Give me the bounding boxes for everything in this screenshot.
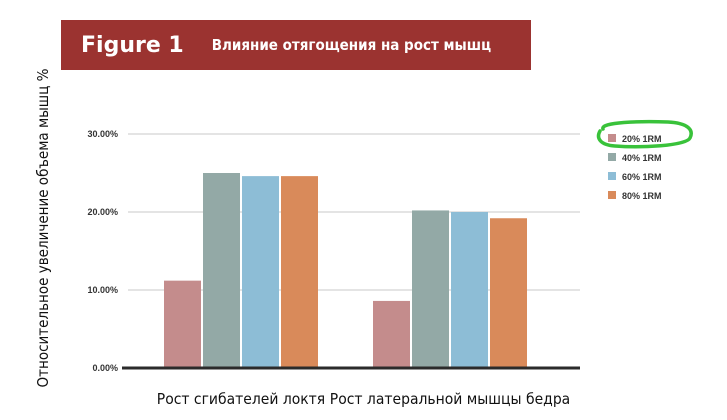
legend-highlight-circle	[596, 119, 693, 149]
legend-swatch	[608, 172, 616, 180]
y-tick-label: 10.00%	[87, 285, 118, 295]
legend-label: 80% 1RM	[622, 191, 662, 201]
legend-swatch	[608, 191, 616, 199]
legend-swatch	[608, 134, 616, 142]
figure-header: Figure 1 Влияние отягощения на рост мышц	[61, 20, 531, 70]
bar	[412, 210, 449, 368]
figure-label: Figure 1	[81, 32, 184, 58]
bar	[164, 280, 201, 368]
legend-label: 60% 1RM	[622, 172, 662, 182]
y-tick-label: 20.00%	[87, 207, 118, 217]
bar	[242, 176, 279, 368]
x-category-label: Рост латеральной мышцы бедра	[330, 390, 570, 408]
legend-label: 40% 1RM	[622, 153, 662, 163]
bar	[281, 176, 318, 368]
y-tick-label: 0.00%	[92, 363, 118, 373]
bar	[203, 173, 240, 368]
y-tick-label: 30.00%	[87, 129, 118, 139]
legend-swatch	[608, 153, 616, 161]
bar	[373, 300, 410, 368]
x-category-label: Рост сгибателей локтя	[157, 390, 325, 408]
legend-label: 20% 1RM	[622, 134, 662, 144]
bar	[490, 218, 527, 368]
bar	[451, 212, 488, 368]
chart-title: Влияние отягощения на рост мышц	[211, 36, 492, 54]
